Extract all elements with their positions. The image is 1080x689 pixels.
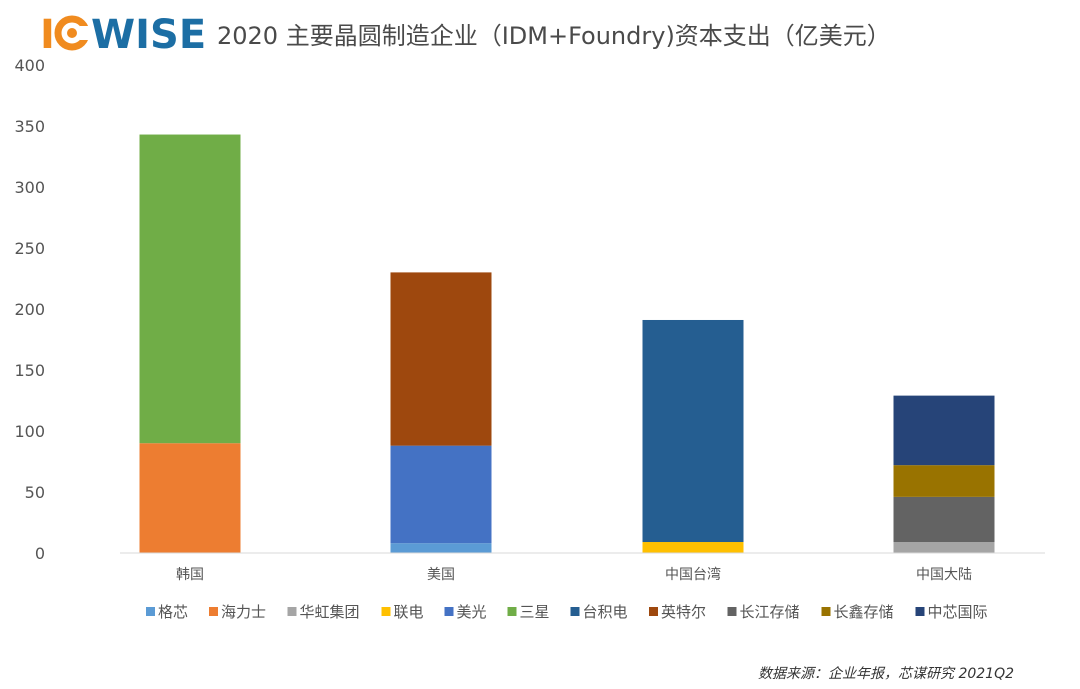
legend-swatch	[727, 607, 737, 616]
legend-swatch	[209, 607, 218, 616]
legend-label: 海力士	[221, 603, 266, 621]
bar-segment	[642, 319, 744, 543]
y-axis-ticks: 0 50 100 150 200 250 300 350 400	[14, 56, 45, 563]
legend-swatch	[444, 607, 454, 616]
legend-label: 格芯	[158, 603, 188, 621]
y-tick-label: 400	[14, 56, 45, 75]
bar-segment	[390, 543, 492, 553]
legend: 格芯 海力士 华虹集团 联电 美光 三星 台积电 英特尔 长江存储 长鑫存储 中芯国际	[146, 603, 988, 621]
logo-c-gap	[80, 26, 90, 40]
x-category-label: 中国大陆	[916, 567, 972, 583]
legend-swatch	[146, 607, 155, 616]
legend-swatch	[570, 607, 580, 616]
bar-segment	[893, 496, 995, 543]
legend-label: 长鑫存储	[834, 603, 894, 621]
logo-letter-i: I	[40, 12, 55, 58]
source-note: 数据来源：企业年报，芯谋研究 2021Q2	[758, 666, 1014, 682]
bar-segment	[390, 272, 492, 446]
legend-label: 长江存储	[740, 603, 800, 621]
legend-swatch	[507, 607, 517, 616]
x-category-label: 美国	[427, 567, 455, 583]
y-tick-label: 250	[14, 239, 45, 258]
bar-segment	[642, 542, 744, 553]
legend-swatch	[649, 607, 658, 616]
legend-swatch	[381, 607, 391, 616]
legend-label: 台积电	[583, 603, 628, 621]
bar-segment	[893, 465, 995, 497]
legend-label: 三星	[520, 603, 550, 621]
bar-stacks	[139, 134, 995, 553]
legend-label: 英特尔	[661, 603, 706, 621]
bar-segment	[390, 445, 492, 544]
chart-title: 2020 主要晶圆制造企业（IDM+Foundry)资本支出（亿美元）	[217, 22, 891, 50]
legend-swatch	[287, 607, 297, 616]
y-tick-label: 150	[14, 361, 45, 380]
y-tick-label: 100	[14, 422, 45, 441]
y-tick-label: 350	[14, 117, 45, 136]
legend-label: 联电	[394, 603, 424, 621]
y-tick-label: 0	[35, 544, 45, 563]
legend-swatch	[821, 607, 831, 616]
y-tick-label: 300	[14, 178, 45, 197]
bar-segment	[139, 134, 241, 444]
bar-segment	[139, 443, 241, 553]
legend-label: 中芯国际	[928, 603, 988, 621]
x-axis-labels: 韩国 美国 中国台湾 中国大陆	[176, 566, 972, 583]
bar-segment	[893, 542, 995, 553]
legend-swatch	[915, 607, 925, 616]
y-tick-label: 200	[14, 300, 45, 319]
legend-label: 美光	[457, 603, 487, 621]
legend-label: 华虹集团	[300, 603, 360, 621]
y-tick-label: 50	[25, 483, 45, 502]
x-category-label: 韩国	[176, 567, 204, 583]
logo-c-dot	[67, 28, 77, 38]
x-category-label: 中国台湾	[665, 566, 721, 583]
logo-wise-text: WISE	[91, 12, 206, 58]
icwise-logo: I WISE	[40, 12, 206, 58]
bar-segment	[893, 395, 995, 466]
